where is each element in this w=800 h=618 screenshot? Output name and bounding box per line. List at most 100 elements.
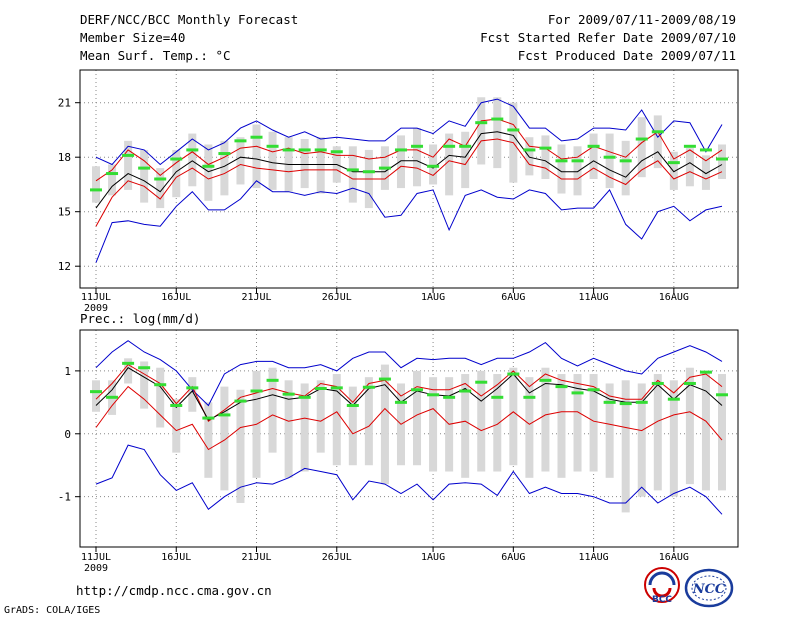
bcc-logo: BCC [644,567,680,605]
median-marker [587,144,600,148]
median-marker [282,148,295,152]
median-marker [667,161,680,165]
median-marker [314,386,327,390]
median-marker [250,389,263,393]
median-marker [555,385,568,389]
median-marker [186,148,199,152]
spread-box [477,370,486,472]
x-tick-label: 1AUG [421,292,445,303]
spread-box [204,144,213,201]
median-marker [218,413,231,417]
median-marker [234,139,247,143]
y-tick-label: 0 [64,428,71,441]
median-marker [378,166,391,170]
median-marker [491,395,504,399]
spread-box [637,383,646,497]
series-lower-spread [95,138,723,227]
y-tick-label: 21 [58,97,71,110]
source-url[interactable]: http://cmdp.ncc.cma.gov.cn [76,583,272,598]
x-tick-label: 6AUG [501,292,525,303]
spread-box [236,389,245,503]
median-marker [523,395,536,399]
spread-box [509,367,518,466]
median-marker [122,153,135,157]
y-tick-label: 1 [64,365,71,378]
median-marker [716,393,728,397]
median-marker [266,378,279,382]
median-marker [90,188,102,192]
spread-box [284,380,293,478]
median-marker [170,157,183,161]
median-marker [411,144,424,148]
spread-box [156,367,165,428]
grads-credit: GrADS: COLA/IGES [4,605,101,616]
spread-box [637,117,646,178]
median-marker [651,130,664,134]
median-marker [186,386,199,390]
x-tick-label: 26JUL [322,552,352,563]
median-marker [491,117,504,121]
median-marker [106,395,119,399]
spread-box [685,148,694,187]
spread-box [188,133,197,187]
median-marker [651,381,664,385]
median-marker [106,172,119,176]
spread-box [541,367,550,472]
median-marker [138,366,151,370]
spread-box [268,131,277,190]
x-tick-label: 16JUL [161,292,191,303]
median-marker [234,399,247,403]
median-marker [459,389,472,393]
spread-box [653,374,662,491]
spread-box [701,155,710,190]
median-marker [587,388,600,392]
variable-label: Mean Surf. Temp.: °C [80,48,231,63]
median-marker [202,416,215,420]
spread-box [92,380,100,412]
spread-box [461,131,470,189]
median-marker [378,377,391,381]
median-marker [619,159,632,163]
series-ensemble-mean [95,367,723,421]
x-tick-label: 21JUL [241,292,271,303]
spread-box [108,164,117,196]
median-marker [170,403,183,407]
median-marker [683,144,696,148]
ncc-logo-text: NCC [692,582,726,597]
median-marker [122,361,135,365]
spread-box [477,97,486,165]
x-tick-label: 11JUL [81,552,111,563]
spread-box [348,146,357,203]
spread-box [172,149,181,198]
median-marker [507,372,520,376]
median-marker [330,150,343,154]
series-upper-spread [95,118,723,182]
spread-box [124,140,133,190]
spread-box [300,139,309,189]
spread-box [396,135,405,189]
forecast-start-date: Fcst Started Refer Date 2009/07/10 [480,30,736,45]
x-tick-label: 26JUL [322,292,352,303]
spread-box [701,370,710,491]
spread-box [268,367,277,453]
plot-frame [79,329,739,548]
spread-box [332,374,341,466]
median-marker [346,168,359,172]
x-tick-label: 16AUG [659,552,689,563]
spread-box [172,399,181,453]
spread-box [220,140,229,196]
x-tick-label: 11AUG [579,552,609,563]
spread-box [316,380,325,453]
median-marker [699,370,712,374]
spread-box [413,128,422,187]
median-marker [475,121,488,125]
series-upper-spread [95,363,723,422]
median-marker [298,148,311,152]
series-lower-spread [95,385,723,451]
spread-box [445,133,454,196]
member-size: Member Size=40 [80,30,186,45]
spread-box [380,364,389,485]
spread-box [220,386,229,491]
spread-box [718,374,726,491]
